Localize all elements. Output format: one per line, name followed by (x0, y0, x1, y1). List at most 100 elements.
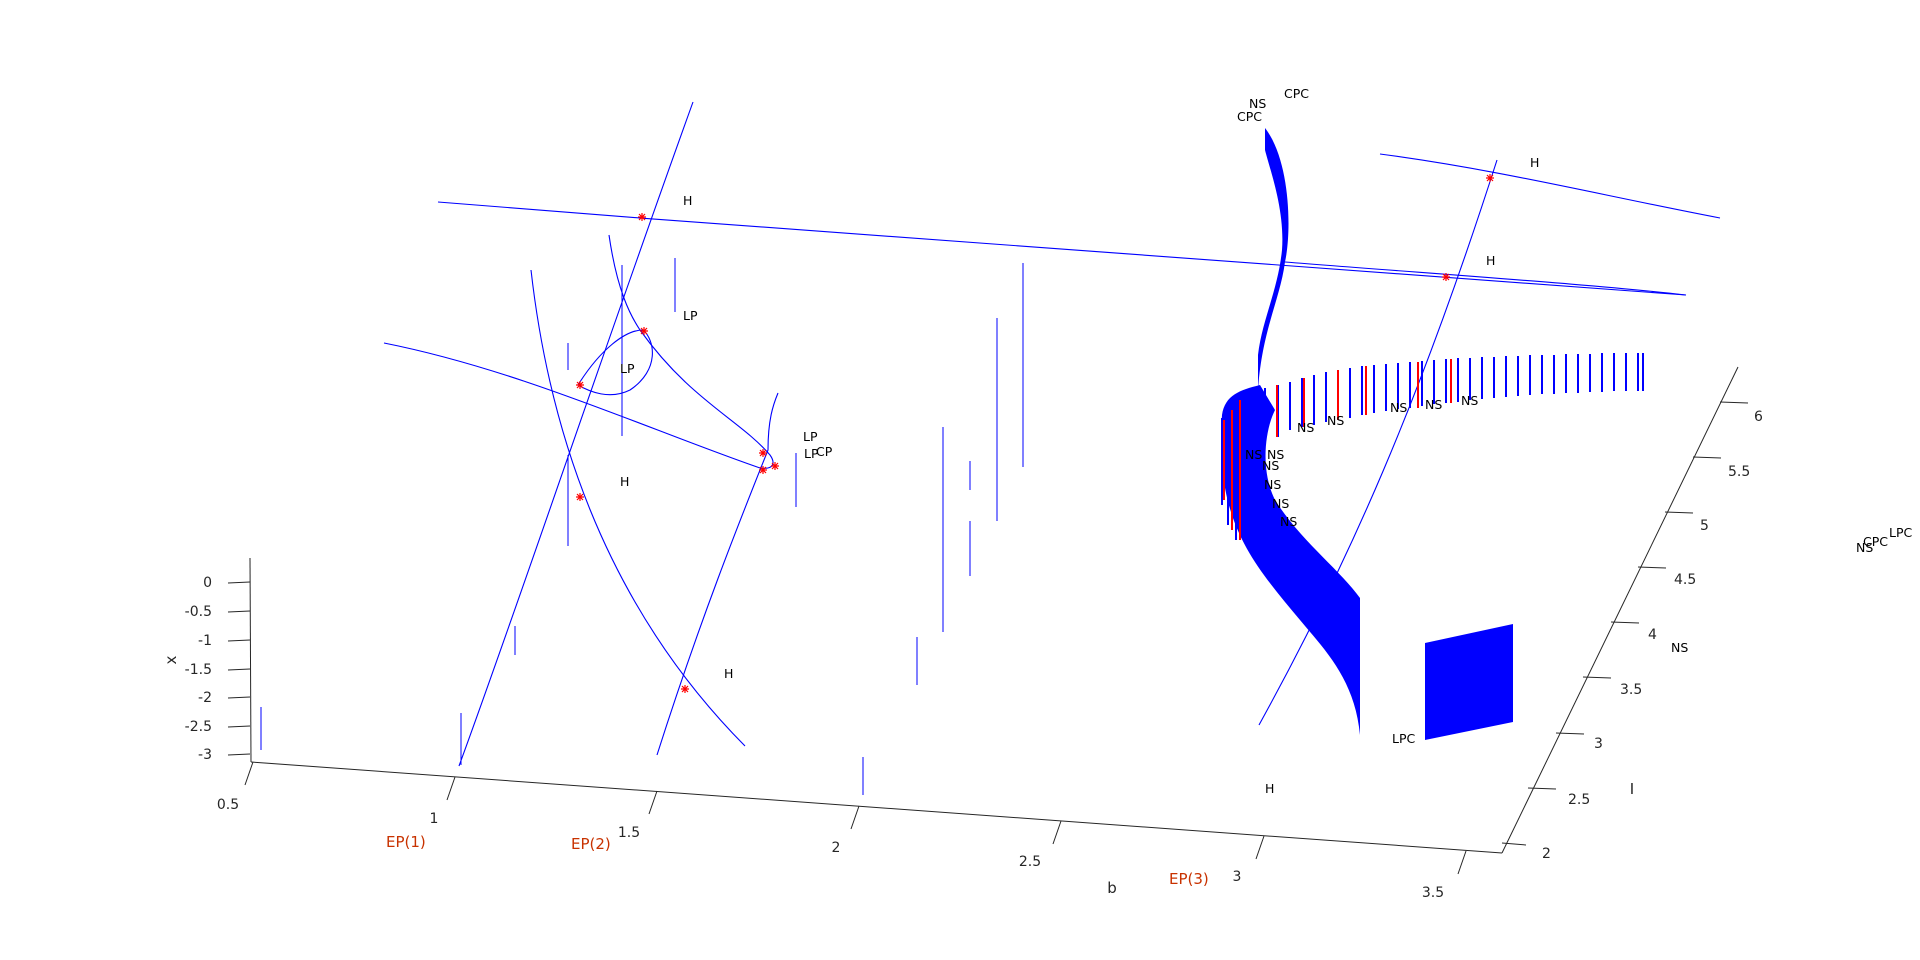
z-axis-ticks: 0 -0.5 -1 -1.5 -2 -2.5 -3 x (162, 575, 251, 763)
lc-stripes (1221, 353, 1644, 540)
special-point-star (1486, 174, 1494, 182)
special-point-star (759, 449, 767, 457)
bif-label: H (683, 193, 692, 208)
axes (249, 366, 1739, 854)
x-axis-title: b (1107, 879, 1117, 897)
y-tick-label: 4.5 (1674, 572, 1696, 588)
y-tick-mark (1719, 401, 1749, 404)
bif-label: NS (1262, 458, 1279, 473)
ep-labels: EP(1) EP(2) EP(3) (386, 833, 1209, 888)
ep-curve-loop (577, 329, 653, 396)
ep-curve-right-long (1379, 153, 1721, 219)
bif-label: NS (1297, 420, 1314, 435)
special-point-star (576, 381, 584, 389)
special-point-star (771, 462, 779, 470)
z-tick-mark (227, 639, 251, 642)
z-tick-label: -1.5 (185, 662, 212, 678)
bif-label: LP (620, 361, 635, 376)
bif-label: NS (1425, 397, 1442, 412)
y-tick-mark (1610, 621, 1640, 624)
ep-curve-right-diag (1258, 159, 1498, 726)
bif-label: LP (804, 446, 819, 461)
y-tick-label: 2 (1542, 846, 1551, 862)
lc-surface-sweep (1221, 385, 1360, 735)
special-point-star (681, 685, 689, 693)
bif-label: CPC (1863, 534, 1888, 549)
y-tick-mark (1501, 842, 1527, 846)
z-tick-label: 0 (203, 575, 212, 591)
x-tick-mark (850, 805, 860, 830)
special-point-star (1442, 273, 1450, 281)
ep-curve-diagonal-left (458, 101, 694, 767)
ep-curve-right-mid (1284, 261, 1687, 296)
bif-label: LP (683, 308, 698, 323)
y-axis-ticks: 2 2.5 3 3.5 4 4.5 5 5.5 6 I (1501, 401, 1763, 862)
bif-label: NS (1245, 447, 1262, 462)
x-tick-mark (648, 790, 658, 815)
z-tick-label: -2 (198, 690, 212, 706)
z-tick-mark (227, 668, 251, 671)
x-tick-mark (446, 776, 456, 801)
z-tick-label: -2.5 (185, 719, 212, 735)
bif-label: NS (1856, 540, 1873, 555)
x-axis-ticks: 0.5 1 1.5 2 2.5 3 3.5 b (217, 761, 1467, 901)
x-tick-label: 0.5 (217, 797, 239, 813)
bif-label: NS (1390, 400, 1407, 415)
bif-label: CP (816, 444, 833, 459)
z-tick-mark (227, 610, 251, 613)
ep-label: EP(2) (571, 835, 611, 853)
ep-label: EP(3) (1169, 870, 1209, 888)
x-tick-mark (244, 761, 254, 786)
x-tick-mark (1457, 850, 1467, 875)
special-point-star (576, 493, 584, 501)
lc-surface-vertical (1258, 128, 1289, 390)
y-tick-label: 6 (1754, 409, 1763, 425)
x-tick-label: 3.5 (1422, 885, 1444, 901)
x-tick-label: 1.5 (618, 825, 640, 841)
bif-label: NS (1272, 496, 1289, 511)
special-point-star (640, 327, 648, 335)
ep-curve-arc-left (530, 269, 746, 747)
limit-cycle-families (1221, 128, 1644, 740)
y-tick-label: 3 (1594, 736, 1603, 752)
x-tick-label: 2.5 (1019, 854, 1041, 870)
z-axis-line (249, 557, 252, 763)
z-axis-title: x (162, 655, 180, 664)
y-tick-mark (1527, 787, 1557, 790)
ep-curve-mid (383, 234, 774, 469)
y-tick-mark (1637, 566, 1667, 569)
bifurcation-labels: H H H H H H LP LP LP LP CP NS NS NS NS N… (620, 86, 1913, 796)
special-points (576, 174, 1494, 693)
y-tick-label: 5 (1700, 518, 1709, 534)
bif-label: H (724, 666, 733, 681)
y-tick-mark (1664, 511, 1694, 514)
y-axis-line (1501, 366, 1739, 854)
y-tick-mark (1692, 456, 1722, 459)
z-tick-mark (227, 725, 251, 728)
bif-label: NS (1267, 447, 1284, 462)
bif-label: CPC (1237, 109, 1262, 124)
y-tick-label: 2.5 (1568, 792, 1590, 808)
z-tick-label: -0.5 (185, 604, 212, 620)
x-tick-label: 1 (430, 811, 439, 827)
bif-label: LPC (1889, 525, 1913, 540)
y-tick-label: 3.5 (1620, 682, 1642, 698)
z-tick-mark (227, 581, 251, 584)
x-tick-label: 3 (1233, 869, 1242, 885)
x-tick-label: 2 (832, 840, 841, 856)
y-axis-title: I (1630, 780, 1634, 798)
bif-label: H (1486, 253, 1495, 268)
x-tick-mark (1052, 820, 1062, 845)
bif-label: NS (1327, 413, 1344, 428)
lc-surface-block (1425, 624, 1513, 740)
z-tick-label: -3 (198, 747, 212, 763)
ep-label: EP(1) (386, 833, 426, 851)
ep-curve-lower (656, 392, 779, 756)
z-tick-label: -1 (198, 633, 212, 649)
y-tick-label: 5.5 (1728, 464, 1750, 480)
equilibrium-curves (383, 101, 1721, 767)
bif-label: H (1265, 781, 1274, 796)
z-tick-mark (227, 696, 251, 699)
bif-label: NS (1280, 514, 1297, 529)
